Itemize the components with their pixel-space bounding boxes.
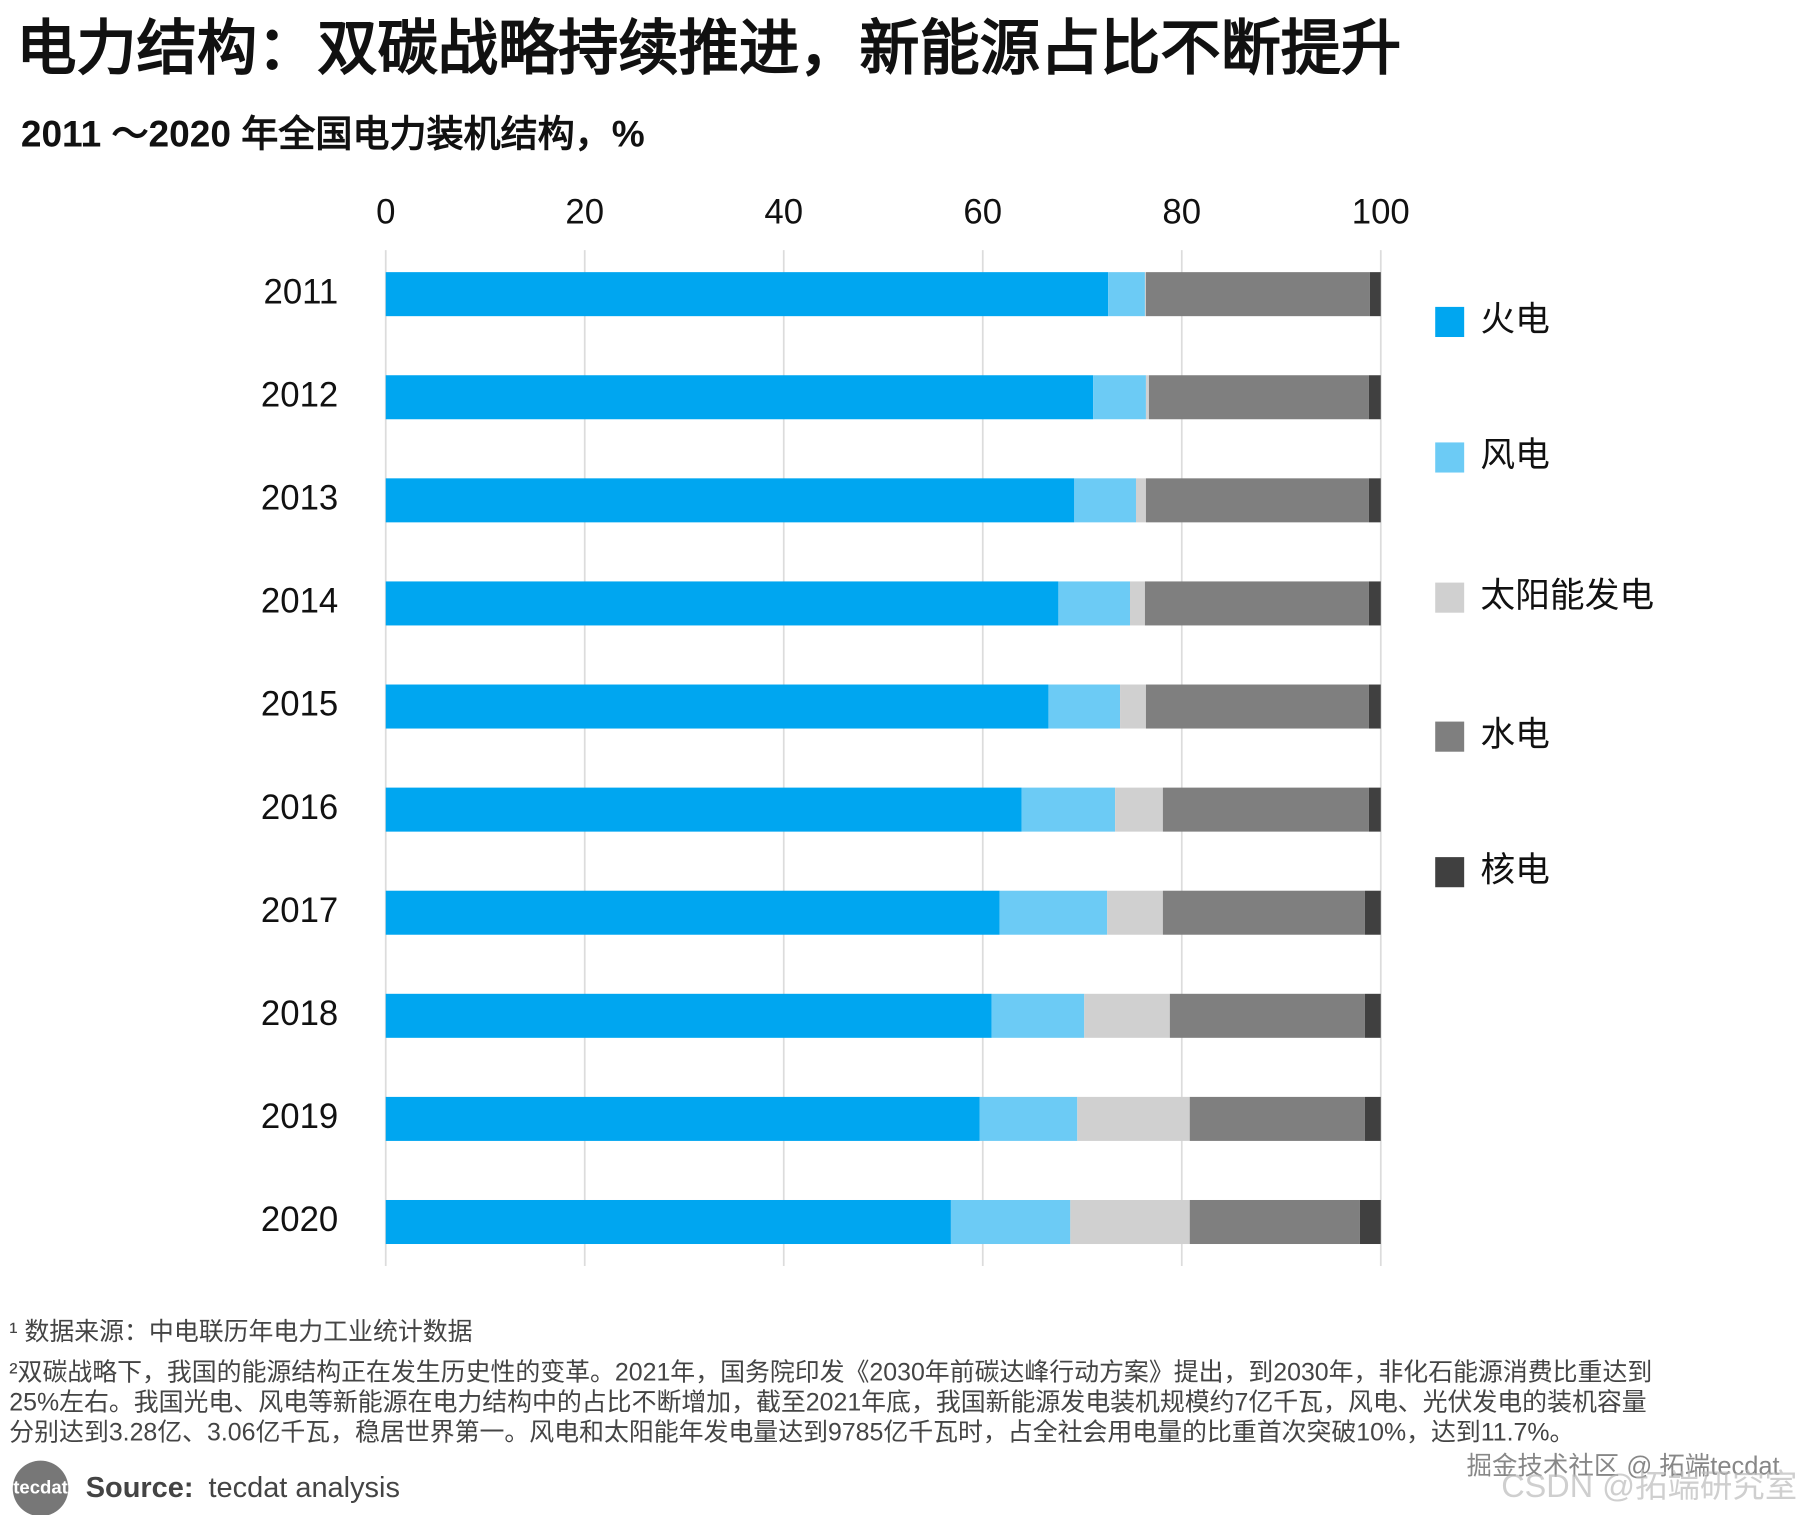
legend-swatch [1435, 442, 1465, 473]
y-tick-label: 2019 [261, 1098, 338, 1136]
legend-label: 风电 [1480, 436, 1550, 475]
y-tick-label: 2013 [261, 480, 338, 518]
source-label: Source: [86, 1472, 194, 1504]
bar-segment [991, 993, 1085, 1038]
bar-segment [1189, 1096, 1365, 1141]
y-tick-label: 2020 [261, 1201, 338, 1239]
bar-segment [1074, 478, 1136, 523]
chart-title: 电力结构：双碳战略持续推进，新能源占比不断提升 [16, 14, 1401, 82]
bar-segment [1145, 478, 1369, 523]
bar-segment [1145, 684, 1369, 729]
bar-segment [1162, 890, 1365, 935]
x-tick-label: 100 [1352, 193, 1410, 231]
x-tick-label: 40 [764, 193, 803, 231]
y-tick-label: 2014 [261, 583, 338, 621]
y-tick-label: 2015 [261, 686, 338, 724]
legend-label: 太阳能发电 [1480, 576, 1654, 615]
bar-segment [1162, 787, 1369, 832]
footnote: 25%左右。我国光电、风电等新能源在电力结构中的占比不断增加，截至2021年底，… [9, 1388, 1646, 1416]
bar-segment [385, 1199, 951, 1245]
footnote: ¹ 数据来源：中电联历年电力工业统计数据 [9, 1318, 472, 1346]
legend-label: 火电 [1480, 300, 1550, 339]
bar-segment [1145, 272, 1370, 317]
logo [12, 1460, 69, 1515]
bar-segment [1169, 993, 1365, 1038]
x-tick-label: 20 [565, 193, 604, 231]
bar-segment [1145, 375, 1149, 420]
bar-segment [385, 581, 1059, 626]
bar-segment [1368, 787, 1381, 832]
bar-segment [1108, 272, 1145, 317]
footnote: ²双碳战略下，我国的能源结构正在发生历史性的变革。2021年，国务院印发《203… [9, 1358, 1652, 1386]
bar-segment [1368, 375, 1381, 420]
legend-swatch [1435, 306, 1465, 338]
bar-segment [385, 993, 992, 1038]
bar-segment [1369, 272, 1381, 317]
bar-segment [1144, 581, 1369, 626]
footnote: 分别达到3.28亿、3.06亿千瓦，稳居世界第一。风电和太阳能年发电量达到978… [9, 1419, 1574, 1447]
bar-segment [385, 787, 1022, 832]
source-text: tecdat analysis [209, 1472, 400, 1504]
bar-segment [385, 375, 1094, 420]
y-tick-label: 2016 [261, 789, 338, 827]
x-tick-label: 60 [963, 193, 1002, 231]
watermark: 掘金技术社区 @ 拓端tecdat [1466, 1452, 1779, 1480]
bar-segment [1364, 1096, 1381, 1141]
legend-label: 水电 [1480, 715, 1550, 754]
bar-segment [999, 890, 1108, 935]
bar-segment [1368, 478, 1381, 523]
bar-segment [1135, 478, 1146, 523]
bar-segment [1364, 890, 1381, 935]
bar-segment [385, 684, 1049, 729]
bar-segment [1120, 684, 1146, 729]
bar-segment [1093, 375, 1146, 420]
bar-segment [1130, 581, 1145, 626]
legend-swatch [1435, 857, 1465, 888]
bar-segment [1107, 890, 1163, 935]
bar-segment [1058, 581, 1131, 626]
bar-segment [385, 272, 1109, 317]
bar-segment [979, 1096, 1078, 1141]
bar-segment [1368, 581, 1381, 626]
legend-swatch [1435, 721, 1465, 752]
bar-segment [1084, 993, 1170, 1038]
bar-segment [1048, 684, 1121, 729]
legend-swatch [1435, 582, 1465, 613]
bar-segment [385, 1096, 980, 1141]
bar-segment [1368, 684, 1381, 729]
logo-text: tecdat [13, 1476, 68, 1497]
bar-segment [1189, 1199, 1360, 1245]
bar-segment [1144, 272, 1146, 317]
bar-segment [1070, 1199, 1190, 1245]
bar-segment [385, 890, 1000, 935]
bar-segment [1148, 375, 1369, 420]
y-tick-label: 2012 [261, 376, 338, 414]
x-tick-label: 80 [1162, 193, 1201, 231]
y-tick-label: 2011 [264, 273, 339, 311]
bar-segment [950, 1199, 1071, 1245]
bar-segment [1021, 787, 1116, 832]
watermark: CSDN @拓端研究室 [1501, 1468, 1797, 1504]
bar-segment [1359, 1199, 1381, 1245]
bar-segment [1364, 993, 1381, 1038]
chart-subtitle: 2011 ～2020 年全国电力装机结构，% [21, 112, 645, 154]
legend-label: 核电 [1480, 850, 1550, 889]
y-tick-label: 2017 [261, 892, 338, 930]
x-tick-label: 0 [376, 193, 395, 231]
y-tick-label: 2018 [261, 995, 338, 1033]
bar-segment [385, 478, 1075, 523]
bar-segment [1115, 787, 1163, 832]
bar-segment [1077, 1096, 1190, 1141]
